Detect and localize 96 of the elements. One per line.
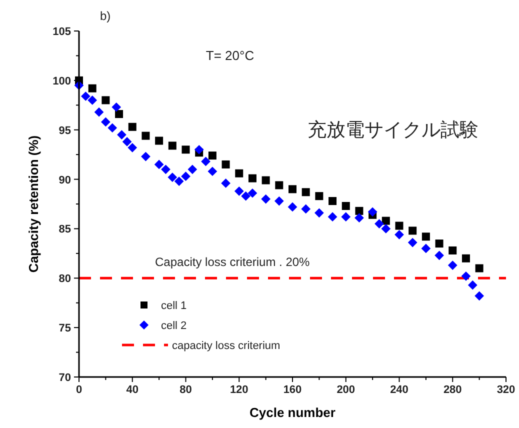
point <box>341 212 351 222</box>
point <box>448 260 458 270</box>
point <box>395 222 404 230</box>
point <box>80 92 90 101</box>
x-tick-label: 240 <box>390 384 408 396</box>
point <box>248 174 256 182</box>
point <box>194 144 204 154</box>
point <box>314 208 324 218</box>
point <box>408 226 417 235</box>
point <box>108 123 118 133</box>
y-tick-label: 95 <box>58 124 71 137</box>
point <box>174 176 184 186</box>
point <box>434 250 444 260</box>
point <box>168 142 176 150</box>
point <box>88 96 98 105</box>
point <box>474 291 484 301</box>
point <box>188 164 198 174</box>
point <box>142 132 150 140</box>
point <box>315 192 324 200</box>
x-tick-label: 200 <box>336 384 356 396</box>
point <box>288 202 298 212</box>
x-tick-label: 160 <box>283 384 302 396</box>
point <box>128 142 138 152</box>
point <box>122 137 132 146</box>
point <box>241 191 250 201</box>
point <box>302 188 310 196</box>
point <box>275 181 284 190</box>
x-axis-title: Cycle number <box>250 405 336 420</box>
point <box>117 130 126 140</box>
y-tick-label: 105 <box>52 26 71 38</box>
point <box>262 176 270 184</box>
point <box>208 166 218 176</box>
x-tick-label: 80 <box>180 384 192 396</box>
point <box>94 107 104 117</box>
point <box>201 156 210 166</box>
point <box>462 254 470 262</box>
point <box>328 197 337 206</box>
point <box>102 96 110 104</box>
point <box>128 122 136 131</box>
point <box>468 280 478 290</box>
point <box>394 230 404 240</box>
point <box>475 264 484 272</box>
annotation: T= 20°C <box>206 48 254 63</box>
x-tick-label: 320 <box>496 384 516 396</box>
x-tick-label: 40 <box>126 384 138 396</box>
point <box>461 271 471 281</box>
legend-label: cell 2 <box>161 320 187 332</box>
point <box>222 160 230 168</box>
text: b) <box>100 9 111 23</box>
point <box>354 213 364 223</box>
y-tick-label: 85 <box>58 224 71 236</box>
point <box>422 232 430 241</box>
point <box>328 212 338 222</box>
x-tick-label: 280 <box>443 384 462 396</box>
point <box>261 194 270 204</box>
y-tick-label: 100 <box>52 75 71 88</box>
point <box>274 196 284 206</box>
point <box>435 240 444 248</box>
point <box>235 169 244 178</box>
point <box>288 185 296 194</box>
x-tick-label: 120 <box>230 384 248 396</box>
point <box>161 164 170 174</box>
point <box>115 110 124 118</box>
point <box>154 160 164 170</box>
point <box>248 188 258 198</box>
point <box>112 102 122 112</box>
annotation: 充放電サイクル試験 <box>308 119 478 141</box>
legend-label: capacity loss criterium <box>172 340 280 352</box>
point <box>181 172 190 181</box>
point <box>408 238 418 248</box>
point <box>234 186 244 196</box>
annotation: Capacity loss criterium . 20% <box>155 255 310 270</box>
y-axis-title: Capacity retention (%) <box>26 135 41 273</box>
point <box>301 204 311 214</box>
point <box>101 117 110 127</box>
y-tick-label: 90 <box>58 174 71 186</box>
point <box>182 146 190 154</box>
y-tick-label: 75 <box>58 322 71 335</box>
point <box>381 224 391 234</box>
point <box>382 216 390 225</box>
point <box>421 244 431 254</box>
point <box>355 206 364 215</box>
point <box>155 136 164 145</box>
x-tick-label: 0 <box>76 384 82 396</box>
point <box>221 178 230 188</box>
point <box>368 207 378 217</box>
point <box>342 202 350 210</box>
legend-label: cell 1 <box>161 300 187 312</box>
point <box>168 172 178 182</box>
point <box>208 152 216 160</box>
point <box>448 246 457 254</box>
point <box>88 84 96 92</box>
y-tick-label: 70 <box>58 372 71 384</box>
y-tick-label: 80 <box>58 273 71 286</box>
point <box>141 152 150 162</box>
point <box>374 219 384 228</box>
